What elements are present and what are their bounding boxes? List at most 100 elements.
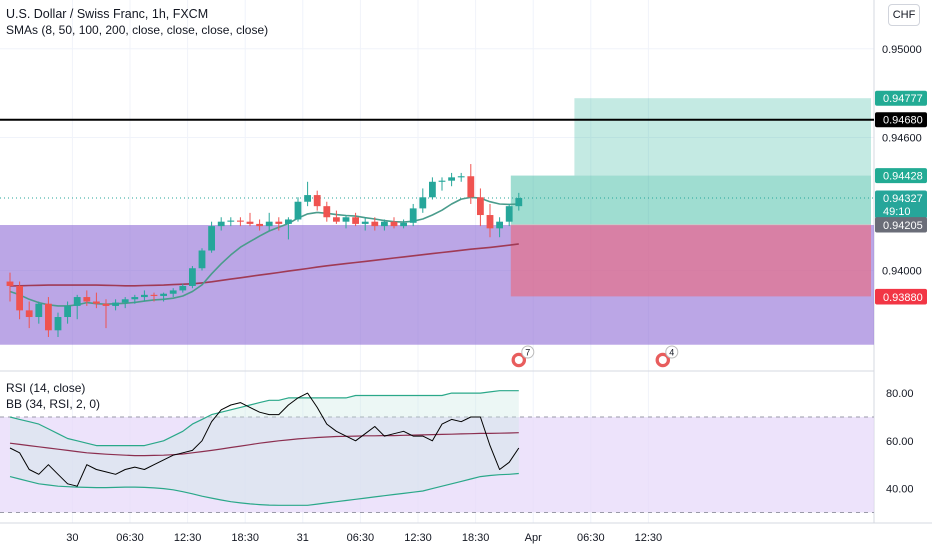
rsi-tick-label: 60.00 bbox=[886, 436, 914, 448]
price-tag-label: 0.94777 bbox=[883, 93, 923, 105]
time-tick-label: Apr bbox=[525, 532, 542, 544]
candle bbox=[333, 210, 340, 224]
candle bbox=[189, 266, 196, 289]
candle-body bbox=[467, 176, 475, 198]
candle-body bbox=[477, 197, 484, 216]
candle bbox=[227, 217, 235, 227]
candle-body bbox=[45, 303, 52, 331]
currency-button[interactable]: CHF bbox=[888, 4, 920, 26]
price-tags-layer: 0.947770.946800.944280.9432749:100.94207… bbox=[875, 90, 927, 305]
rsi-tick-label: 40.00 bbox=[886, 484, 914, 496]
candle-body bbox=[381, 221, 388, 227]
candle bbox=[429, 177, 436, 200]
rsi-line bbox=[9, 392, 520, 487]
candle bbox=[256, 219, 263, 231]
rsi-tick-label: 80.00 bbox=[886, 388, 914, 400]
event-flag-dot bbox=[514, 356, 523, 364]
candle bbox=[64, 301, 71, 324]
candle bbox=[342, 215, 350, 229]
candle-body bbox=[217, 221, 225, 227]
candle-body bbox=[256, 223, 263, 227]
candle bbox=[486, 203, 494, 238]
candle-body bbox=[265, 221, 273, 227]
candle bbox=[409, 203, 417, 227]
candle bbox=[361, 217, 369, 231]
candle bbox=[477, 188, 484, 227]
candle-body bbox=[419, 197, 427, 209]
candle-body bbox=[285, 219, 292, 224]
economic-event-marker[interactable]: 7 bbox=[510, 345, 535, 369]
candle bbox=[371, 217, 379, 231]
candle bbox=[131, 294, 139, 304]
candle bbox=[198, 248, 206, 271]
take-profit-zone-1 bbox=[510, 175, 871, 225]
price-tag-box bbox=[875, 90, 927, 106]
candle bbox=[448, 172, 455, 187]
candle-body bbox=[189, 268, 196, 286]
time-tick-label: 06:30 bbox=[577, 532, 605, 544]
candle bbox=[150, 292, 158, 302]
bb-legend-label[interactable]: BB (34, RSI, 2, 0) bbox=[6, 397, 101, 411]
candle-body bbox=[6, 281, 14, 286]
bb-lower-line bbox=[9, 472, 519, 506]
time-tick-label: 18:30 bbox=[231, 532, 259, 544]
candle-body bbox=[83, 297, 91, 302]
price-tag-box bbox=[875, 217, 927, 233]
price-tag-label: 0.93880 bbox=[883, 292, 923, 304]
symbol-title[interactable]: U.S. Dollar / Swiss Franc, 1h, FXCM bbox=[6, 7, 209, 21]
candle-body bbox=[246, 221, 254, 224]
event-count: 7 bbox=[525, 348, 530, 358]
candle bbox=[54, 312, 62, 337]
candle bbox=[121, 297, 129, 309]
candle bbox=[160, 292, 167, 302]
stop-loss-zone bbox=[510, 224, 871, 297]
price-tick-label: 0.94600 bbox=[882, 132, 922, 144]
candle bbox=[285, 217, 292, 240]
zones-layer bbox=[0, 98, 874, 345]
price-tick-label: 0.94000 bbox=[882, 265, 922, 277]
candle bbox=[73, 294, 81, 320]
rsi-legend-label[interactable]: RSI (14, close) bbox=[6, 381, 86, 395]
candle-body bbox=[390, 221, 398, 227]
candle-body bbox=[25, 310, 33, 318]
candle bbox=[45, 297, 52, 337]
candle-body bbox=[409, 208, 417, 223]
candle-body bbox=[169, 290, 177, 294]
economic-event-marker[interactable]: 4 bbox=[654, 345, 679, 369]
candle bbox=[515, 192, 523, 211]
candle-body bbox=[275, 221, 283, 224]
candle bbox=[505, 203, 513, 227]
candle bbox=[102, 299, 110, 329]
event-count-badge bbox=[521, 345, 535, 359]
candle bbox=[438, 177, 446, 191]
candle-body bbox=[457, 176, 465, 178]
bb-upper-line bbox=[9, 390, 519, 447]
price-tag: 0.94428 bbox=[875, 168, 927, 184]
sma-legend[interactable]: SMAs (8, 50, 100, 200, close, close, clo… bbox=[6, 23, 269, 37]
candle-body bbox=[237, 220, 244, 222]
time-tick-label: 30 bbox=[66, 532, 78, 544]
candle-body bbox=[73, 297, 81, 306]
candle bbox=[304, 181, 311, 207]
time-tick-label: 31 bbox=[297, 532, 309, 544]
candle bbox=[275, 217, 283, 231]
price-tag: 0.93880 bbox=[875, 289, 927, 305]
price-tag-box bbox=[875, 112, 927, 128]
rsi-layer bbox=[0, 390, 874, 513]
candle bbox=[496, 217, 503, 238]
candle bbox=[400, 219, 407, 229]
candle-body bbox=[448, 177, 455, 181]
candle-body bbox=[54, 317, 62, 331]
candle-body bbox=[505, 206, 513, 222]
candle-body bbox=[64, 305, 71, 318]
bb-fill bbox=[10, 390, 519, 506]
price-tag: 0.94777 bbox=[875, 90, 927, 106]
candle bbox=[381, 219, 388, 231]
candle-body bbox=[304, 195, 311, 202]
candle-body bbox=[160, 293, 167, 296]
candle bbox=[313, 190, 321, 211]
candle-body bbox=[361, 221, 369, 224]
